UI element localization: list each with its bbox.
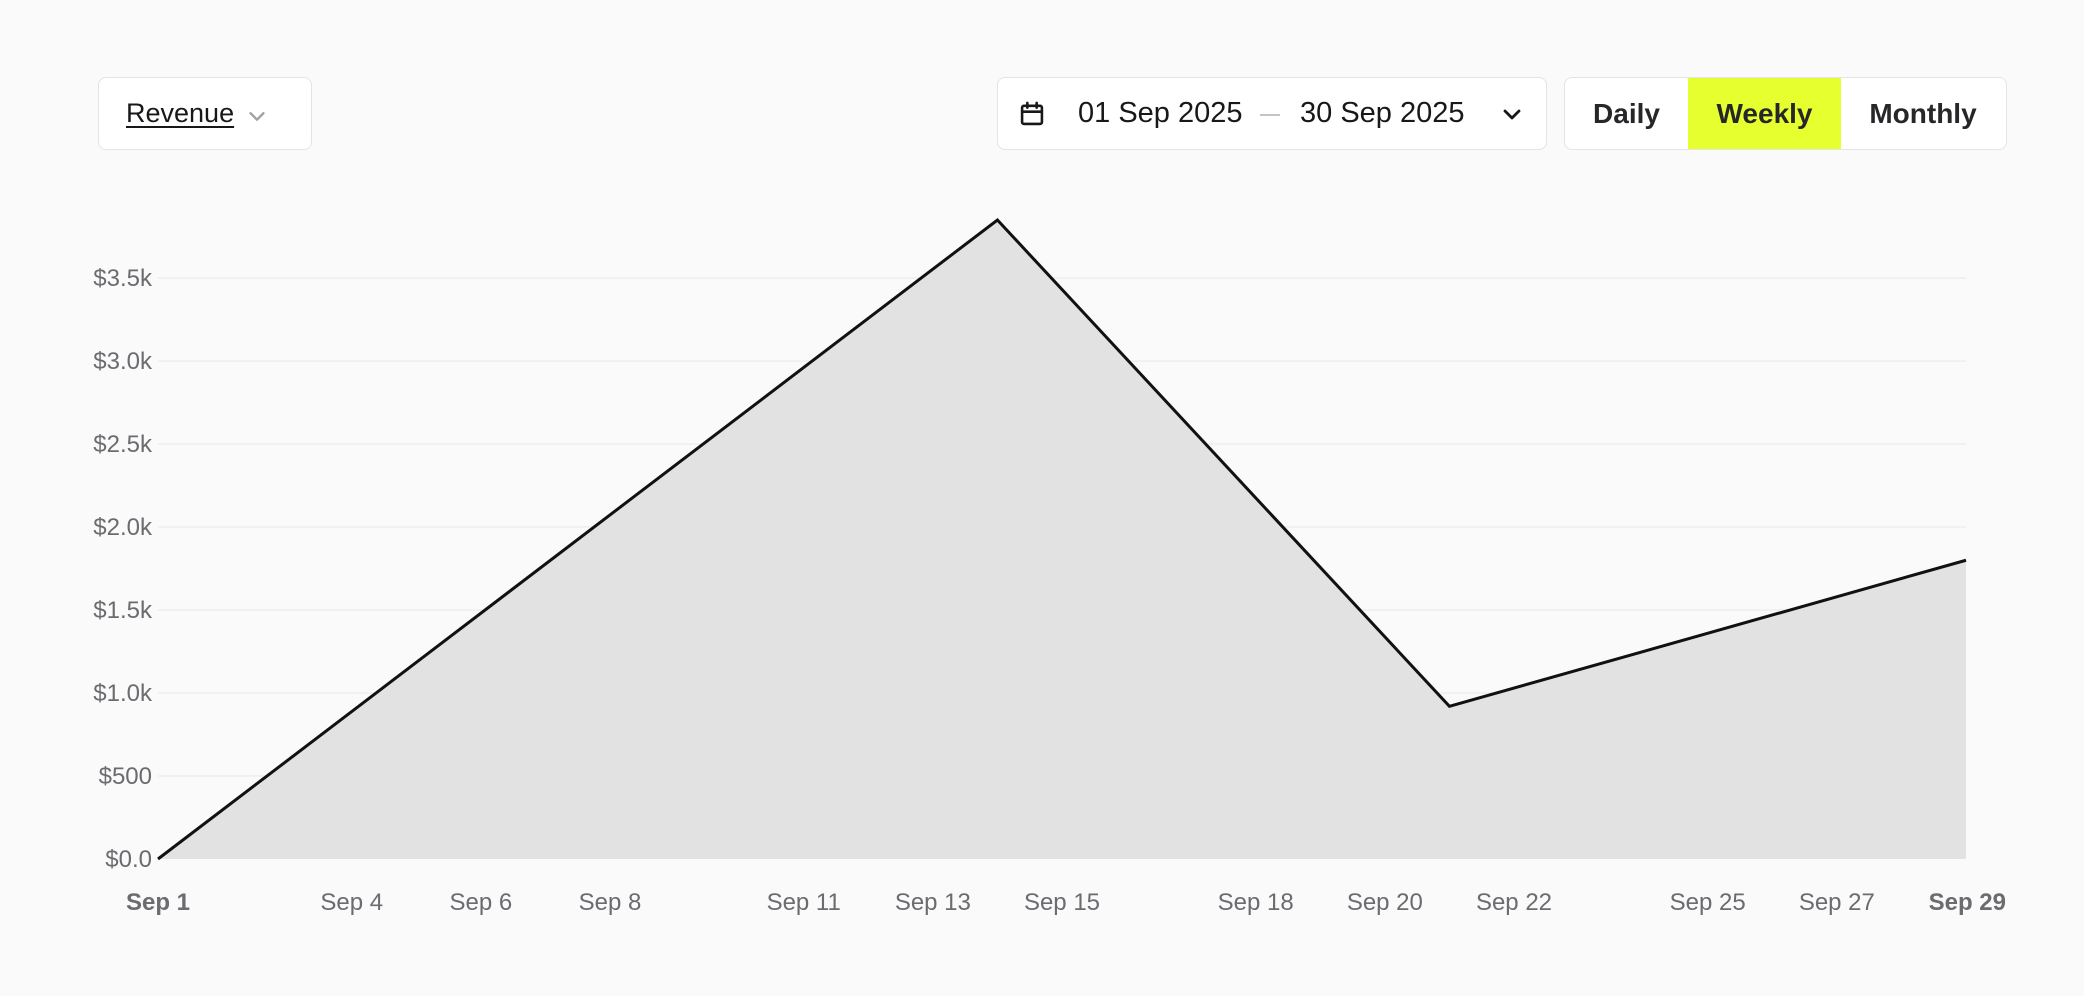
x-tick-label: Sep 11 (767, 889, 841, 916)
x-axis-ticks: Sep 1 Sep 4 Sep 6 Sep 8 Sep 11 Sep 13 Sep 15 Se… (126, 889, 2006, 916)
date-range-picker[interactable]: 01 Sep 2025 30 Sep 2025 (997, 77, 1547, 150)
y-tick-label: $3.5k (93, 265, 153, 292)
period-daily-button[interactable]: Daily (1593, 97, 1660, 129)
y-tick-label: $3.0k (93, 348, 153, 375)
y-tick-label: $1.5k (93, 597, 153, 624)
y-tick-label: $2.0k (93, 514, 153, 541)
chevron-down-icon (249, 111, 265, 121)
x-tick-label: Sep 13 (895, 889, 971, 916)
x-tick-label: Sep 8 (579, 889, 642, 916)
x-tick-label: Sep 18 (1218, 889, 1294, 916)
x-tick-label: Sep 29 (1929, 889, 2006, 916)
x-tick-label: Sep 6 (449, 889, 512, 916)
x-tick-label: Sep 20 (1347, 889, 1423, 916)
range-start-date: 01 Sep 2025 (1078, 97, 1243, 129)
range-separator (1260, 114, 1280, 116)
period-toggle: Daily Weekly Monthly (1564, 77, 2007, 150)
chevron-down-icon (1503, 109, 1521, 120)
period-monthly-button[interactable]: Monthly (1869, 97, 1977, 129)
range-end-date: 30 Sep 2025 (1300, 97, 1465, 129)
y-axis-ticks: $0.0 $500 $1.0k $1.5k $2.0k $2.5k $3.0k $3.5k (93, 265, 153, 873)
area-layer (157, 217, 1967, 861)
x-tick-label: Sep 27 (1799, 889, 1875, 916)
x-tick-label: Sep 15 (1024, 889, 1100, 916)
y-tick-label: $0.0 (105, 846, 152, 873)
metric-select-label: Revenue (126, 98, 235, 128)
series-line (157, 217, 1967, 861)
y-tick-label: $1.0k (93, 680, 153, 707)
series-area (158, 220, 1966, 859)
x-tick-label: Sep 25 (1670, 889, 1746, 916)
x-tick-label: Sep 4 (320, 889, 383, 916)
period-weekly-button[interactable]: Weekly (1688, 78, 1841, 149)
x-tick-label: Sep 1 (126, 889, 190, 916)
metric-select[interactable]: Revenue (98, 77, 312, 150)
x-tick-label: Sep 22 (1476, 889, 1552, 916)
y-tick-label: $500 (99, 763, 152, 790)
y-tick-label: $2.5k (93, 431, 153, 458)
calendar-icon (1020, 101, 1044, 126)
